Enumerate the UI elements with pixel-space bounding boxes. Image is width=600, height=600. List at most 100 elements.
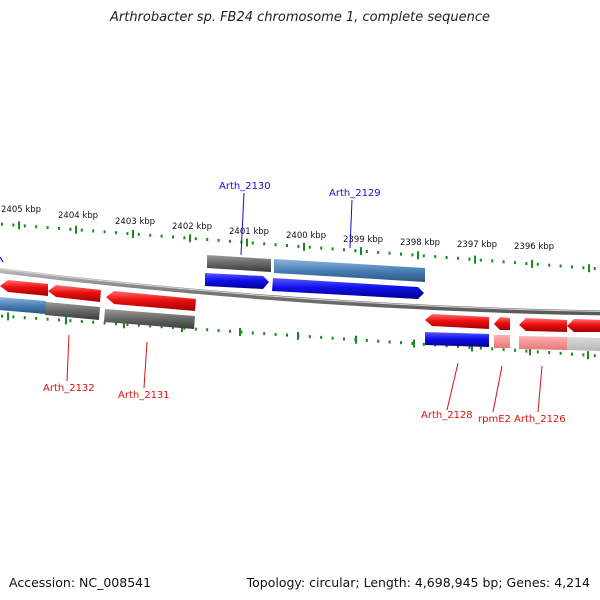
major-tick <box>303 242 305 251</box>
minor-tick <box>411 253 414 257</box>
minor-tick <box>308 245 311 249</box>
minor-tick <box>514 348 516 352</box>
gene-arth-2128[interactable] <box>425 314 489 329</box>
minor-tick <box>331 336 334 340</box>
gene-arth-2126[interactable] <box>519 318 567 332</box>
minor-tick <box>69 227 72 231</box>
gene-arth-2130[interactable] <box>205 273 269 289</box>
cds-arth-2131[interactable] <box>104 309 195 329</box>
label-arth-2126[interactable]: Arth_2126 <box>514 414 566 425</box>
minor-tick <box>468 345 471 349</box>
tick-label: 2401 kbp <box>229 227 269 237</box>
tick-label: 2396 kbp <box>514 242 554 252</box>
tick-label: 2405 kbp <box>1 205 41 215</box>
chromosome-backbone <box>0 268 600 316</box>
gene-arth-2125[interactable] <box>567 319 600 332</box>
major-tick <box>474 255 476 264</box>
gene-arth-2133[interactable] <box>0 280 48 296</box>
edge-marker <box>0 256 4 263</box>
major-tick <box>529 347 531 356</box>
cds-arth-2125[interactable] <box>567 337 600 351</box>
minor-tick <box>377 250 380 254</box>
gene-rpme2[interactable] <box>494 317 510 330</box>
label-arth-2131[interactable]: Arth_2131 <box>118 390 170 401</box>
minor-tick <box>457 345 459 348</box>
minor-tick <box>400 252 402 256</box>
tick-label: 2399 kbp <box>343 235 383 245</box>
minor-tick <box>502 348 505 352</box>
label-arth-2128[interactable]: Arth_2128 <box>421 410 473 421</box>
label-arth-2130[interactable]: Arth_2130 <box>219 181 271 192</box>
label-arth-2129[interactable]: Arth_2129 <box>329 188 381 199</box>
major-tick <box>18 221 20 230</box>
major-tick <box>246 238 248 247</box>
minor-tick <box>548 263 551 267</box>
major-tick <box>417 251 419 260</box>
gene-arth-2131[interactable] <box>106 291 196 311</box>
forward-labels: Arth_2130 Arth_2129 <box>219 181 381 199</box>
minor-tick <box>434 255 437 259</box>
minor-tick <box>137 323 140 327</box>
cds-arth-2129[interactable] <box>274 259 425 282</box>
minor-tick <box>183 326 186 330</box>
minor-tick <box>206 238 209 241</box>
cds-arth-2128[interactable] <box>425 332 489 347</box>
label-rpme2[interactable]: rpmE2 <box>478 414 511 425</box>
major-tick <box>471 343 473 352</box>
cds-arth-2130[interactable] <box>207 255 271 272</box>
outer-tick-track <box>1 221 596 273</box>
label-arth-2132[interactable]: Arth_2132 <box>43 383 95 394</box>
minor-tick <box>274 332 277 336</box>
minor-tick <box>103 230 106 234</box>
tick-label: 2398 kbp <box>400 238 440 248</box>
minor-tick <box>479 258 482 262</box>
minor-tick <box>160 325 163 329</box>
gene-arth-2129[interactable] <box>272 278 424 299</box>
minor-tick <box>593 267 596 271</box>
minor-tick <box>559 351 562 355</box>
backbone-highlight <box>0 268 600 312</box>
minor-tick <box>297 244 300 248</box>
minor-tick <box>286 244 288 247</box>
minor-tick <box>229 239 231 243</box>
minor-tick <box>115 231 117 235</box>
minor-tick <box>445 256 448 259</box>
minor-tick <box>286 333 288 337</box>
minor-tick <box>12 223 15 227</box>
minor-tick <box>468 257 471 261</box>
minor-tick <box>422 342 425 346</box>
minor-tick <box>491 347 494 351</box>
cds-arth-2132[interactable] <box>45 302 100 320</box>
map-title: Arthrobacter sp. FB24 chromosome 1, comp… <box>109 10 491 25</box>
cds-arth-2133[interactable] <box>0 297 46 314</box>
minor-tick <box>126 232 129 236</box>
major-tick <box>297 331 299 340</box>
cds-rpme2[interactable] <box>494 335 510 348</box>
minor-tick <box>365 339 368 342</box>
minor-tick <box>35 316 38 320</box>
minor-tick <box>593 354 596 358</box>
gene-arth-2132[interactable] <box>48 285 101 302</box>
minor-tick <box>559 264 562 268</box>
minor-tick <box>58 318 60 322</box>
minor-tick <box>251 331 254 335</box>
minor-tick <box>35 225 38 229</box>
minor-tick <box>103 321 106 325</box>
tick-label: 2400 kbp <box>286 231 326 241</box>
minor-tick <box>251 241 254 245</box>
minor-tick <box>263 332 266 336</box>
minor-tick <box>80 320 83 323</box>
minor-tick <box>411 342 414 345</box>
major-tick <box>413 339 415 348</box>
cds-arth-2126[interactable] <box>519 336 567 350</box>
minor-tick <box>23 316 26 320</box>
minor-tick <box>172 326 174 329</box>
minor-tick <box>149 233 152 237</box>
minor-tick <box>331 247 334 251</box>
minor-tick <box>479 346 482 350</box>
minor-tick <box>388 340 391 344</box>
tick-label: 2397 kbp <box>457 240 497 250</box>
minor-tick <box>343 337 345 341</box>
minor-tick <box>183 236 186 240</box>
